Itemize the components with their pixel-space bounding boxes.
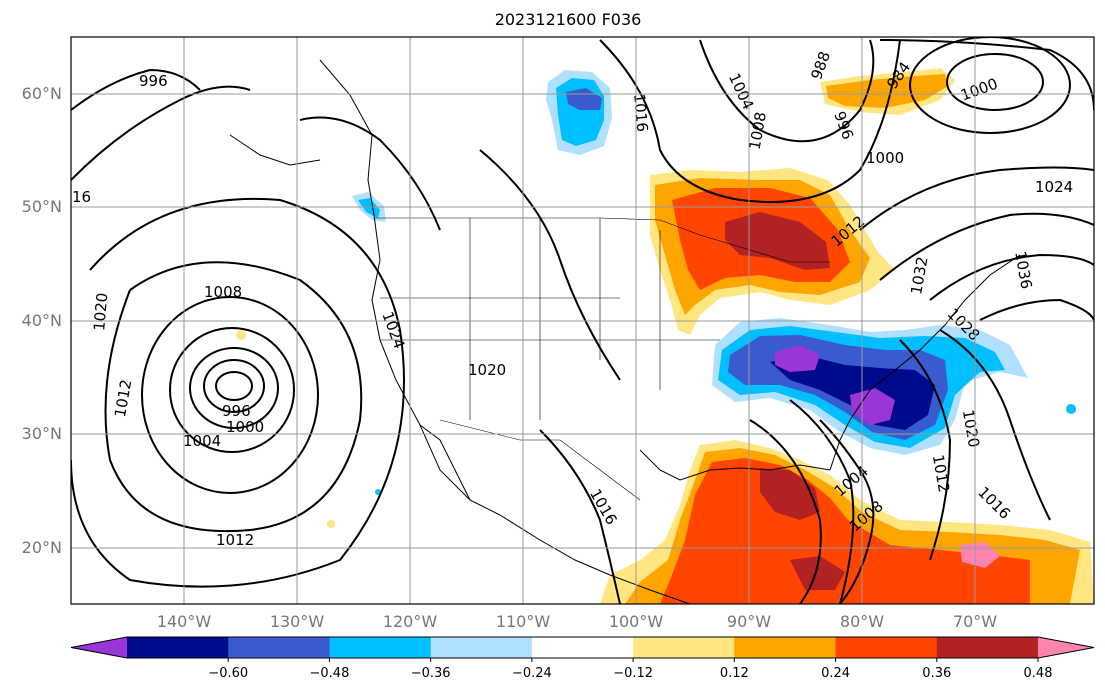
colorbar-tick-labels: −0.60 −0.48 −0.36 −0.24 −0.12 0.12 0.24 0.36 0.4… [208, 658, 1053, 681]
colorbar [70, 636, 1095, 659]
colorbar-bin [936, 637, 1039, 658]
colorbar-tick-label: −0.48 [310, 666, 350, 681]
colorbar-outline [70, 636, 1095, 659]
lon-label: 70°W [953, 612, 997, 631]
colorbar-bin [228, 637, 330, 658]
colorbar-tick-label: −0.36 [411, 666, 451, 681]
lat-label: 50°N [22, 197, 62, 216]
lat-axis-labels: 60°N 50°N 40°N 30°N 20°N [22, 84, 62, 557]
lon-label: 100°W [609, 612, 664, 631]
svg-text:996: 996 [222, 402, 251, 420]
coastline-layer [229, 59, 1021, 604]
colorbar-tick-label: −0.24 [512, 666, 552, 681]
lat-label: 20°N [22, 538, 62, 557]
colorbar-tick-label: −0.12 [613, 666, 653, 681]
border-layer [374, 217, 830, 501]
map-panel: 1008 1004 1000 996 1012 1012 1020 996 16… [70, 36, 1095, 605]
colorbar-extend-low [71, 637, 127, 658]
colorbar-bin [127, 637, 229, 658]
contour-labels: 1008 1004 1000 996 1012 1012 1020 996 16… [72, 49, 1073, 549]
lat-label: 40°N [22, 311, 62, 330]
svg-text:996: 996 [139, 72, 168, 90]
colorbar-bin [329, 637, 432, 658]
colorbar-bin [835, 637, 938, 658]
svg-text:1000: 1000 [866, 149, 904, 167]
colorbar-tick-label: 0.12 [720, 666, 749, 681]
lon-label: 120°W [383, 612, 438, 631]
svg-text:1012: 1012 [216, 531, 254, 549]
lon-label: 110°W [496, 612, 551, 631]
lon-axis-labels: 140°W 130°W 120°W 110°W 100°W 90°W 80°W … [157, 612, 997, 631]
svg-text:1004: 1004 [183, 432, 221, 450]
colorbar-extend-high [1038, 637, 1094, 658]
colorbar-tick-label: 0.48 [1024, 666, 1053, 681]
svg-text:16: 16 [72, 188, 91, 206]
lon-label: 130°W [270, 612, 325, 631]
colorbar-bin [430, 637, 533, 658]
gridlines [71, 37, 1094, 604]
colorbar-bin [633, 637, 735, 658]
colorbar-tick-label: 0.36 [922, 666, 951, 681]
svg-text:1020: 1020 [468, 361, 506, 379]
colorbar-bin [734, 637, 837, 658]
map-frame [70, 36, 1095, 605]
svg-text:1016: 1016 [630, 93, 651, 133]
lat-label: 30°N [22, 424, 62, 443]
svg-text:1020: 1020 [90, 292, 111, 332]
pressure-contour-layer [71, 37, 1094, 604]
svg-text:1024: 1024 [1035, 178, 1073, 196]
lon-label: 90°W [727, 612, 771, 631]
svg-text:1000: 1000 [226, 418, 264, 436]
map-title: 2023121600 F036 [495, 10, 642, 29]
lon-label: 140°W [157, 612, 212, 631]
svg-text:1008: 1008 [204, 283, 242, 301]
colorbar-tick-label: −0.60 [208, 666, 248, 681]
colorbar-bin [531, 637, 634, 658]
lat-label: 60°N [22, 84, 62, 103]
lon-label: 80°W [840, 612, 884, 631]
colorbar-tick-label: 0.24 [821, 666, 850, 681]
